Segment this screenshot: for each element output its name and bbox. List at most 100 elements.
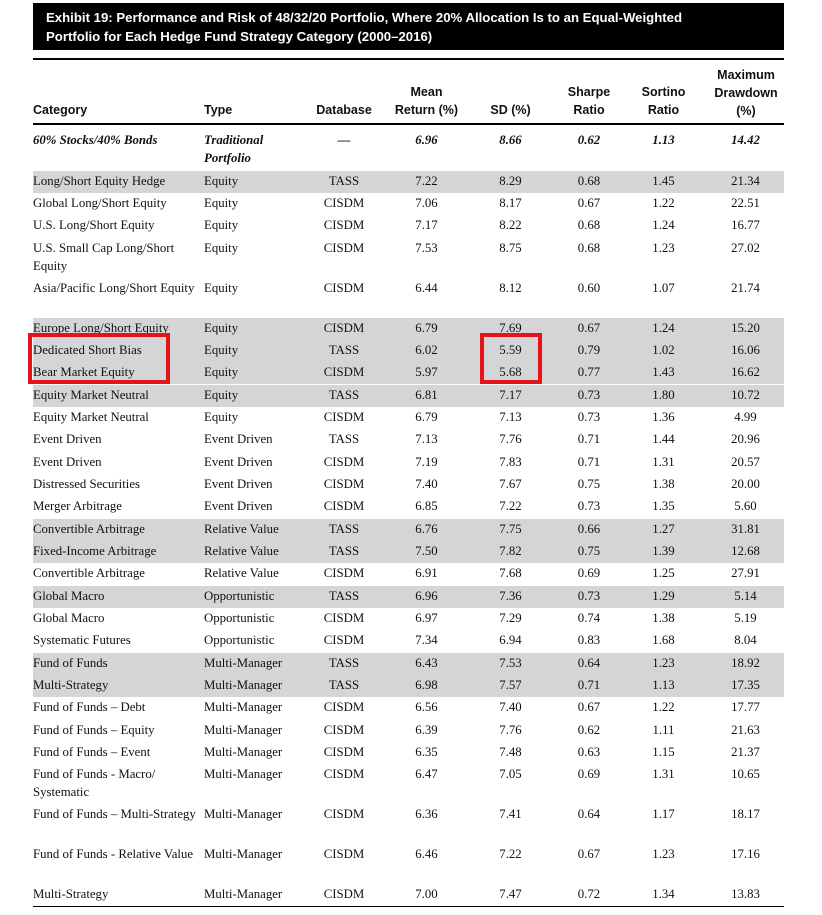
cell-type: Equity	[204, 365, 239, 379]
cell-drawdown: 21.34	[731, 174, 760, 188]
cell-drawdown: 17.35	[731, 678, 760, 692]
cell-drawdown: 10.65	[731, 767, 760, 781]
cell-database: CISDM	[323, 321, 365, 335]
cell-sharpe: 0.66	[577, 522, 601, 536]
cell-type: Equity	[204, 388, 239, 402]
cell-sd: 7.47	[499, 887, 522, 901]
cell-sortino: 1.45	[652, 174, 675, 188]
table-row: Equity Market Neutral Equity TASS 6.81 7.17 0…	[33, 385, 784, 407]
cell-sortino: 1.22	[652, 700, 675, 714]
cell-sortino: 1.07	[652, 281, 675, 295]
cell-type: Equity	[204, 241, 239, 255]
cell-database: CISDM	[323, 241, 365, 255]
cell-type: Event Driven	[204, 499, 273, 513]
cell-sharpe: 0.69	[577, 566, 601, 580]
cell-mean: 6.81	[415, 388, 438, 402]
table-row: Convertible Arbitrage Relative Value TASS 6…	[33, 519, 784, 541]
cell-sharpe: 0.75	[577, 544, 601, 558]
cell-sharpe: 0.71	[577, 455, 601, 469]
header-mean-line1: Mean	[410, 85, 443, 99]
cell-database: CISDM	[323, 767, 365, 781]
cell-sd: 7.22	[499, 847, 522, 861]
exhibit-title: Exhibit 19: Performance and Risk of 48/3…	[33, 3, 784, 50]
cell-sd: 7.76	[499, 723, 522, 737]
cell-drawdown: 16.62	[731, 365, 760, 379]
cell-sortino: 1.31	[652, 455, 675, 469]
cell-sharpe: 0.71	[577, 432, 601, 446]
cell-category: Event Driven	[33, 432, 102, 446]
cell-drawdown: 17.77	[731, 700, 760, 714]
cell-mean: 7.22	[415, 174, 438, 188]
cell-database: TASS	[328, 656, 360, 670]
cell-mean: 6.02	[415, 343, 438, 357]
cell-sharpe: 0.73	[577, 410, 601, 424]
cell-mean: 6.44	[415, 281, 438, 295]
table-row: Event Driven Event Driven CISDM 7.19 7.83 0.7…	[33, 452, 784, 474]
cell-drawdown: 13.83	[731, 887, 760, 901]
cell-sortino: 1.24	[652, 321, 675, 335]
cell-mean: 6.35	[415, 745, 438, 759]
cell-type: Relative Value	[204, 566, 279, 580]
cell-database: CISDM	[323, 745, 365, 759]
table-row: Multi-Strategy Multi-Manager TASS 6.98 7.57 0…	[33, 675, 784, 697]
cell-sd: 7.53	[499, 656, 522, 670]
cell-sd: 7.48	[499, 745, 522, 759]
cell-type: Multi-Manager	[204, 847, 283, 861]
cell-category: Global Long/Short Equity	[33, 196, 167, 210]
cell-sd: 7.57	[499, 678, 522, 692]
cell-sd: 7.22	[499, 499, 522, 513]
cell-category: Fund of Funds – Debt	[33, 700, 146, 714]
cell-sd: 8.17	[499, 196, 522, 210]
header-database: Database	[316, 103, 372, 117]
cell-mean: 7.40	[415, 477, 438, 491]
cell-drawdown: 10.72	[731, 388, 760, 402]
cell-sharpe: 0.60	[577, 281, 601, 295]
cell-sd: 7.83	[499, 455, 522, 469]
cell-mean: 7.50	[415, 544, 438, 558]
cell-mean: 6.97	[415, 611, 438, 625]
table-row: Fund of Funds – Equity Multi-Manager CISDM…	[33, 720, 784, 742]
cell-sortino: 1.17	[652, 807, 675, 821]
cell-mean: 6.79	[415, 321, 438, 335]
cell-drawdown: 4.99	[734, 410, 757, 424]
cell-sd: 7.36	[499, 589, 522, 603]
table-row: Asia/Pacific Long/Short Equity Equity CISD…	[33, 278, 784, 318]
header-sharpe-line1: Sharpe	[567, 85, 611, 99]
header-mean-return: Mean Return (%)	[389, 83, 464, 119]
cell-category: Fund of Funds – Event	[33, 745, 151, 759]
cell-sharpe: 0.63	[577, 745, 601, 759]
cell-sd: 7.13	[499, 410, 522, 424]
cell-sd: 5.59	[499, 343, 522, 357]
header-sortino-line1: Sortino	[641, 85, 686, 99]
cell-sd: 7.68	[499, 566, 522, 580]
header-mean-line2: Return (%)	[394, 103, 459, 117]
cell-sortino: 1.44	[652, 432, 675, 446]
cell-category: Merger Arbitrage	[33, 499, 122, 513]
cell-database: CISDM	[323, 196, 365, 210]
cell-sortino: 1.24	[652, 218, 675, 232]
cell-sharpe: 0.79	[577, 343, 601, 357]
cell-mean: 6.85	[415, 499, 438, 513]
cell-sharpe: 0.71	[577, 678, 601, 692]
header-rule	[33, 123, 784, 125]
cell-type: Event Driven	[204, 477, 273, 491]
cell-drawdown: 15.20	[731, 321, 760, 335]
cell-mean: 6.39	[415, 723, 438, 737]
cell-mean: 7.19	[415, 455, 438, 469]
cell-type: Equity	[204, 218, 239, 232]
cell-drawdown: 21.63	[731, 723, 760, 737]
cell-database: CISDM	[323, 410, 365, 424]
cell-category: Bear Market Equity	[33, 365, 135, 379]
cell-sharpe: 0.73	[577, 499, 601, 513]
cell-sharpe: 0.68	[577, 241, 601, 255]
cell-mean: 6.36	[415, 807, 438, 821]
cell-sortino: 1.15	[652, 745, 675, 759]
cell-drawdown: 16.06	[731, 343, 760, 357]
cell-type: Equity	[204, 321, 239, 335]
table-row: Europe Long/Short Equity Equity CISDM 6.79 7…	[33, 318, 784, 340]
cell-category: Global Macro	[33, 589, 105, 603]
cell-type: Equity	[204, 196, 239, 210]
cell-category: Fund of Funds – Multi-Strategy	[33, 807, 196, 821]
benchmark-mean: 6.96	[415, 133, 438, 147]
cell-mean: 7.53	[415, 241, 438, 255]
